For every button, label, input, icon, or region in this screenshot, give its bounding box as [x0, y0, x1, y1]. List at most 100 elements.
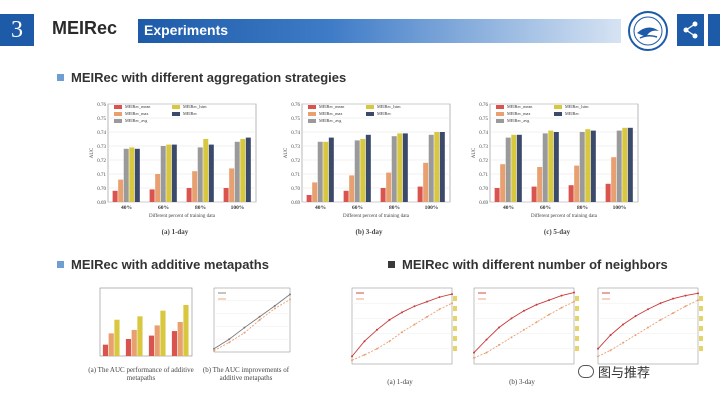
- data-point: [684, 294, 687, 297]
- legend-label: MEIRec_max: [125, 111, 149, 116]
- data-point: [413, 323, 416, 326]
- bar: [391, 136, 397, 202]
- y-tick-label: 0.74: [97, 131, 106, 136]
- data-point: [351, 359, 353, 362]
- y-axis-label: AUC: [90, 147, 95, 158]
- legend-label: MEIRec: [565, 111, 579, 116]
- y-tick-label: 0.74: [479, 131, 488, 136]
- section-bullet: [57, 261, 64, 268]
- y-tick-label: 0.72: [479, 159, 488, 164]
- bar: [137, 316, 143, 356]
- legend-swatch: [366, 105, 374, 109]
- bar: [306, 195, 312, 202]
- banner-title: Experiments: [144, 22, 229, 38]
- x-tick-label: 40%: [121, 205, 132, 211]
- bar: [118, 179, 124, 202]
- bar: [131, 329, 137, 356]
- legend-label: MEIRec: [183, 111, 197, 116]
- plot-frame: [597, 287, 699, 365]
- data-point: [289, 298, 291, 301]
- bar: [171, 144, 177, 202]
- title-banner: [138, 19, 621, 43]
- y-tick-label: 0.75: [479, 117, 488, 122]
- data-point: [413, 305, 416, 308]
- side-bar: [453, 336, 457, 341]
- legend-swatch: [172, 112, 180, 116]
- data-point: [659, 302, 662, 305]
- data-point: [485, 338, 488, 341]
- y-tick-label: 0.72: [291, 159, 300, 164]
- bar: [223, 188, 229, 202]
- legend-swatch: [172, 105, 180, 109]
- side-bar: [453, 326, 457, 331]
- y-tick-label: 0.69: [291, 201, 300, 206]
- side-bar: [699, 346, 703, 351]
- chart-aggregation-3day: 0.69 0.70 0.71 0.72 0.73 0.74 0.75 0.76 40% 60% 80…: [284, 103, 451, 219]
- bar: [343, 190, 349, 202]
- legend-label: MEIRec_mean: [125, 104, 151, 109]
- bar: [568, 185, 574, 202]
- legend-label: MEIRec_avg: [507, 118, 530, 123]
- legend-label: MEIRec_max: [507, 111, 531, 116]
- data-point: [351, 355, 353, 358]
- deck-title: MEIRec: [52, 18, 118, 38]
- bar: [574, 165, 580, 202]
- chart-metapath-improvement: [213, 287, 291, 353]
- section-bullet: [388, 261, 395, 268]
- legend-label: MEIRec_avg: [125, 118, 148, 123]
- plot-frame: [213, 287, 291, 353]
- share-button[interactable]: [677, 14, 704, 46]
- y-tick-label: 0.76: [479, 103, 488, 108]
- data-point: [213, 347, 215, 350]
- legend-label: MEIRec: [377, 111, 391, 116]
- watermark: 图与推荐: [578, 362, 650, 381]
- legend-swatch: [366, 112, 374, 116]
- more-button[interactable]: [708, 14, 720, 46]
- bar: [531, 186, 537, 202]
- section-number: 3: [0, 14, 34, 46]
- legend-label: MEIRec_max: [319, 111, 343, 116]
- x-axis-label: Different percent of training data: [531, 214, 598, 219]
- data-point: [510, 336, 513, 339]
- bar: [240, 139, 246, 202]
- x-tick-label: 40%: [503, 205, 514, 211]
- bar: [312, 182, 318, 202]
- y-tick-label: 0.74: [291, 131, 300, 136]
- data-point: [609, 349, 612, 352]
- bar: [123, 148, 129, 202]
- chart-neighbors-1day: [351, 287, 457, 365]
- section-heading-aggregation: MEIRec with different aggregation strate…: [71, 70, 347, 85]
- bar: [616, 130, 622, 202]
- bar: [354, 140, 360, 202]
- side-bar: [453, 316, 457, 321]
- chart-neighbors-3day: [473, 287, 579, 365]
- caption-neighbors-3day: (b) 3-day: [509, 378, 535, 386]
- data-point: [438, 296, 441, 299]
- bar: [192, 171, 198, 202]
- side-bar: [575, 306, 579, 311]
- data-point: [438, 308, 441, 311]
- bar: [166, 144, 172, 202]
- bar: [516, 134, 522, 202]
- data-point: [376, 347, 378, 350]
- bar: [160, 310, 166, 356]
- section-heading-metapaths: MEIRec with additive metapaths: [71, 257, 269, 272]
- bar: [423, 162, 429, 202]
- x-tick-label: 80%: [195, 205, 206, 211]
- legend-swatch: [496, 105, 504, 109]
- side-bar: [699, 326, 703, 331]
- bar: [129, 147, 135, 202]
- side-bar: [453, 296, 457, 301]
- data-point: [426, 315, 428, 318]
- x-tick-label: 80%: [577, 205, 588, 211]
- legend-label: MEIRec_lstm: [565, 104, 589, 109]
- y-tick-label: 0.69: [97, 201, 106, 206]
- legend-swatch: [496, 112, 504, 116]
- university-logo-icon: [628, 11, 668, 51]
- x-tick-label: 60%: [540, 205, 551, 211]
- x-axis-label: Different percent of training data: [343, 214, 410, 219]
- bar: [417, 186, 423, 202]
- side-bar: [699, 316, 703, 321]
- y-tick-label: 0.71: [291, 173, 300, 178]
- bar: [317, 141, 323, 202]
